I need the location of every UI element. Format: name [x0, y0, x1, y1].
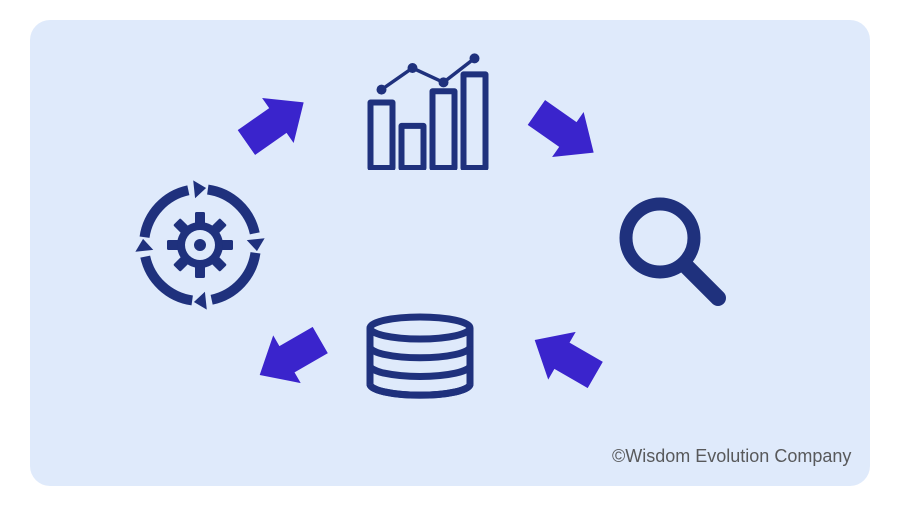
flow-arrow	[530, 105, 600, 160]
database-icon	[360, 310, 480, 440]
flow-arrow	[240, 95, 310, 150]
copyright-text: ©Wisdom Evolution Company	[612, 446, 851, 467]
gear-cycle-icon	[130, 175, 270, 315]
flow-arrow	[255, 330, 325, 385]
flow-arrow	[530, 330, 600, 385]
bar-chart-icon	[345, 50, 495, 170]
magnifying-glass-icon	[610, 190, 730, 310]
